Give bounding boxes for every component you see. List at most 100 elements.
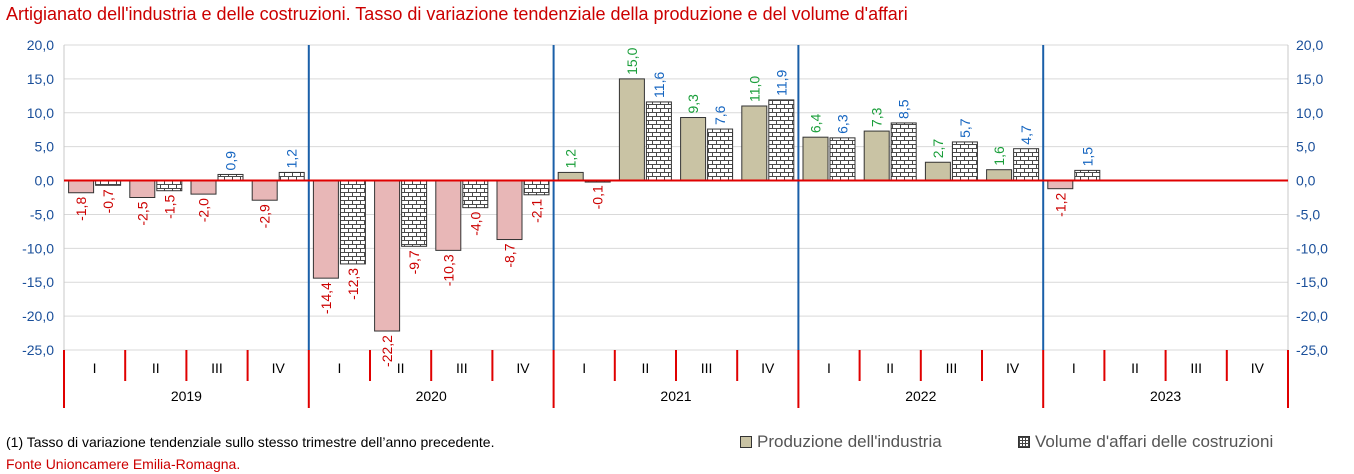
- legend-item-volume: Volume d'affari delle costruzioni: [1018, 432, 1273, 452]
- bar-production: [190, 180, 217, 195]
- bar-production: [312, 180, 339, 279]
- year-label: 2020: [416, 388, 447, 404]
- y-tick-label-left: 20,0: [27, 37, 54, 53]
- bar-volume: [768, 99, 795, 182]
- y-tick-label-right: 20,0: [1296, 37, 1323, 53]
- y-tick-label-right: -25,0: [1296, 342, 1328, 358]
- bar-volume: [462, 180, 489, 209]
- data-label-volume: -1,5: [161, 195, 177, 219]
- grid-lines: [63, 44, 1289, 351]
- bar-production: [618, 78, 645, 182]
- legend-label-production: Produzione dell'industria: [757, 432, 942, 451]
- data-label-production: -10,3: [440, 254, 456, 286]
- bar-volume: [645, 101, 672, 182]
- data-label-production: 2,7: [930, 139, 946, 159]
- data-label-volume: 4,7: [1018, 125, 1034, 145]
- bar-volume: [890, 122, 917, 182]
- data-label-volume: 11,6: [651, 72, 667, 98]
- data-label-volume: 1,2: [284, 149, 300, 169]
- data-label-volume: -4,0: [467, 211, 483, 235]
- y-tick-label-right: 0,0: [1296, 173, 1316, 189]
- data-label-volume: 7,6: [712, 105, 728, 125]
- quarter-label: II: [642, 360, 650, 376]
- data-label-volume: -2,1: [529, 199, 545, 223]
- data-labels: -1,8 -0,7 -2,5 -1,5 -2,0 0,9 -2,9 1,2 -14,4 -12,3…: [73, 47, 1095, 367]
- bar-production: [924, 161, 951, 182]
- bar-production: [1047, 180, 1074, 190]
- data-label-production: -14,4: [318, 282, 334, 314]
- y-tick-label-left: 15,0: [27, 71, 54, 87]
- bar-volume: [523, 180, 550, 196]
- data-label-volume: -0,1: [590, 185, 606, 209]
- y-tick-label-right: 5,0: [1296, 139, 1316, 155]
- bar-volume: [401, 180, 428, 247]
- quarter-label: I: [93, 360, 97, 376]
- data-label-production: 1,2: [563, 149, 579, 169]
- quarter-label: I: [827, 360, 831, 376]
- bar-production: [557, 171, 584, 182]
- bar-volume: [951, 141, 978, 182]
- legend-swatch-volume: [1018, 436, 1030, 448]
- data-label-production: 1,6: [991, 146, 1007, 166]
- bars: [68, 78, 1101, 332]
- bar-volume: [1013, 148, 1040, 182]
- bar-volume: [278, 171, 305, 182]
- y-tick-label-right: -20,0: [1296, 308, 1328, 324]
- data-label-production: -2,5: [134, 201, 150, 225]
- bar-production: [680, 117, 707, 182]
- y-tick-label-left: 5,0: [35, 139, 55, 155]
- chart-title: Artigianato dell'industria e delle costr…: [6, 4, 908, 24]
- legend-swatch-production: [740, 436, 752, 448]
- data-label-volume: -12,3: [345, 268, 361, 300]
- year-label: 2021: [660, 388, 691, 404]
- bar-volume: [1074, 169, 1101, 182]
- axes: 20,0 20,0 15,0 15,0 10,0 10,0 5,0 5,0 0,0 0,0 -5,0…: [22, 37, 1328, 408]
- quarter-label: II: [886, 360, 894, 376]
- quarter-label: III: [946, 360, 958, 376]
- data-label-production: -2,9: [257, 204, 273, 228]
- bar-production: [68, 180, 95, 194]
- quarter-label: IV: [1006, 360, 1020, 376]
- data-label-volume: 8,5: [896, 99, 912, 119]
- data-label-volume: 6,3: [835, 114, 851, 134]
- y-tick-label-right: 15,0: [1296, 71, 1323, 87]
- y-tick-label-left: 0,0: [35, 173, 55, 189]
- footnote: (1) Tasso di variazione tendenziale sull…: [6, 434, 495, 450]
- bar-production: [741, 105, 768, 182]
- y-tick-label-right: -5,0: [1296, 206, 1320, 222]
- bar-production: [863, 130, 890, 182]
- y-tick-label-left: -10,0: [22, 240, 54, 256]
- y-tick-label-right: -15,0: [1296, 274, 1328, 290]
- data-label-volume: 11,9: [773, 69, 789, 95]
- year-label: 2023: [1150, 388, 1181, 404]
- bar-volume: [829, 137, 856, 182]
- y-tick-label-left: -15,0: [22, 274, 54, 290]
- quarter-label: IV: [761, 360, 775, 376]
- quarter-label: II: [397, 360, 405, 376]
- data-label-production: 15,0: [624, 47, 640, 74]
- quarter-label: II: [1131, 360, 1139, 376]
- quarter-label: I: [582, 360, 586, 376]
- data-label-volume: -9,7: [406, 250, 422, 274]
- quarter-label: IV: [272, 360, 286, 376]
- quarter-label: II: [152, 360, 160, 376]
- bar-volume: [156, 180, 183, 192]
- bar-production: [374, 180, 401, 332]
- bar-chart: -1,8 -0,7 -2,5 -1,5 -2,0 0,9 -2,9 1,2 -14,4 -12,3…: [22, 37, 1328, 408]
- bar-production: [129, 180, 156, 199]
- data-label-volume: -0,7: [100, 189, 116, 213]
- y-tick-label-right: 10,0: [1296, 105, 1323, 121]
- year-label: 2019: [171, 388, 202, 404]
- quarter-label: IV: [516, 360, 530, 376]
- bar-volume: [707, 128, 734, 182]
- data-label-production: -1,8: [73, 197, 89, 221]
- data-label-volume: 0,9: [223, 151, 239, 171]
- data-label-volume: 1,5: [1079, 147, 1095, 167]
- bar-production: [802, 136, 829, 182]
- quarter-label: I: [1072, 360, 1076, 376]
- data-label-production: 6,4: [808, 114, 824, 134]
- data-label-production: -2,0: [196, 198, 212, 222]
- bar-production: [435, 180, 462, 251]
- bar-volume: [339, 180, 366, 265]
- data-label-production: 11,0: [746, 76, 762, 102]
